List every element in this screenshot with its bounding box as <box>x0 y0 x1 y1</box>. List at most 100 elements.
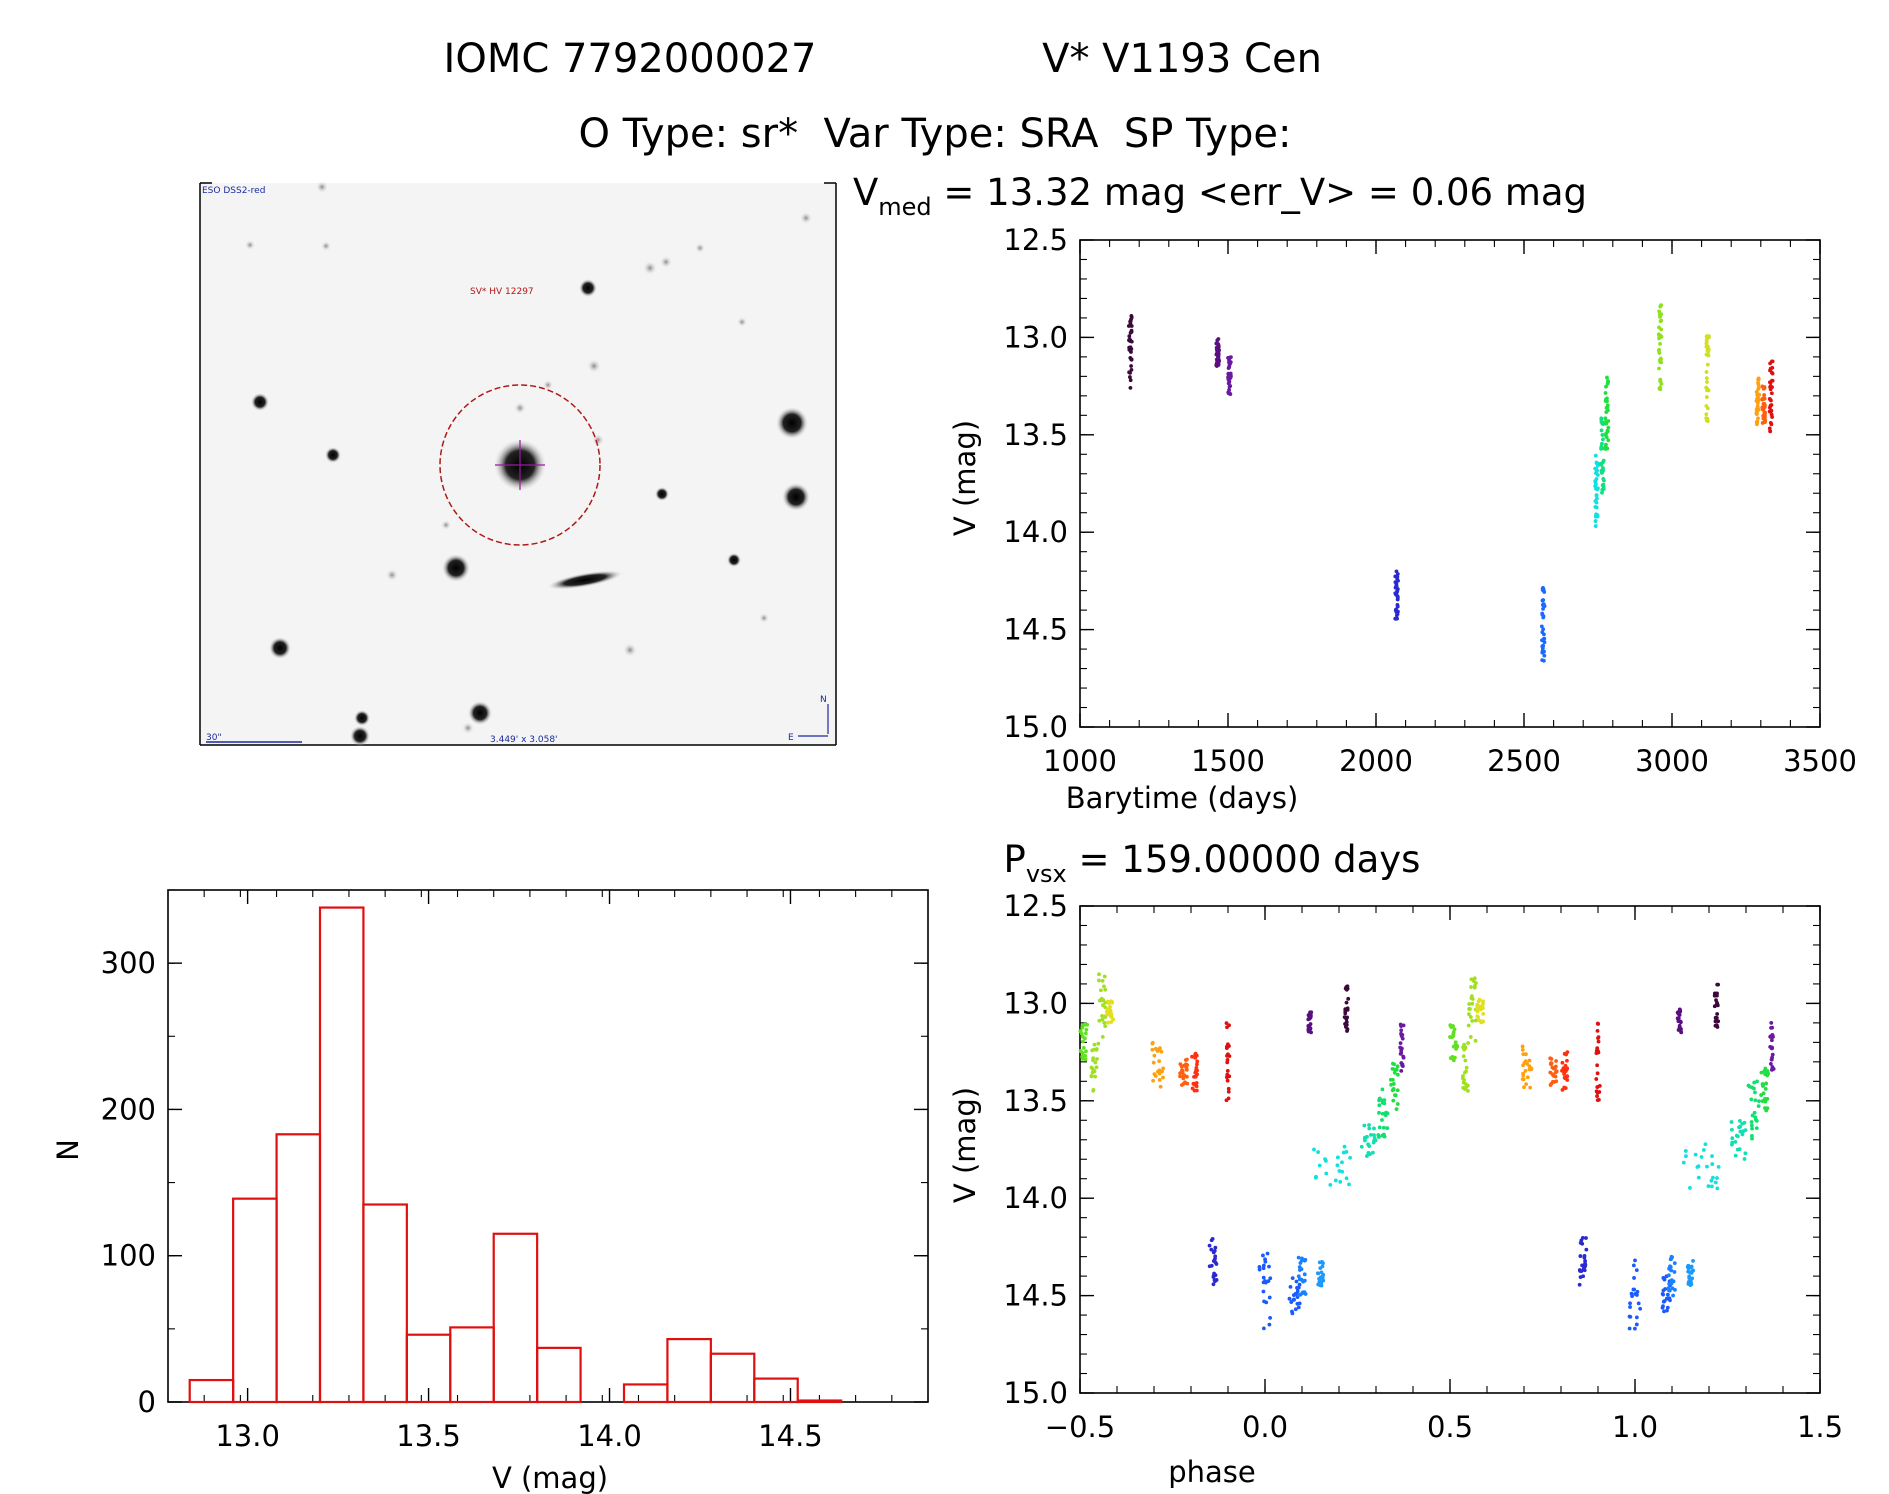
lc-point <box>1216 337 1221 341</box>
lc-point <box>1657 358 1662 363</box>
ph-point <box>1091 1058 1095 1063</box>
lc-point <box>1755 408 1760 413</box>
ph-point <box>1476 1015 1480 1020</box>
lc-point <box>1755 419 1760 424</box>
ph-title-sub: vsx <box>1026 860 1067 888</box>
ph-point <box>1100 1034 1105 1039</box>
lc-point <box>1542 640 1547 645</box>
lc-point <box>1594 493 1599 498</box>
hist-ytick-label: 300 <box>101 946 156 980</box>
lc-point <box>1658 385 1663 390</box>
ph-point <box>1468 1015 1473 1019</box>
ph-point <box>1634 1315 1639 1320</box>
ph-point <box>1193 1051 1198 1056</box>
lc-point <box>1595 487 1600 492</box>
lc-point <box>1657 309 1662 314</box>
lc-point <box>1127 370 1131 375</box>
hist-xtick-label: 13.5 <box>396 1419 461 1453</box>
histogram-bar <box>449 1326 495 1404</box>
ph-point <box>1562 1072 1567 1076</box>
ph-point <box>1394 1107 1399 1112</box>
lc-point <box>1394 584 1399 589</box>
ph-point <box>1765 1069 1770 1073</box>
histogram-bar <box>536 1346 582 1404</box>
ph-point <box>1701 1148 1706 1152</box>
ph-point <box>1521 1077 1526 1082</box>
ph-point <box>1669 1279 1674 1284</box>
lc-point <box>1540 644 1545 649</box>
ph-point <box>1261 1275 1266 1280</box>
histogram-bar <box>709 1352 756 1404</box>
phased-curve-xlabel: phase <box>1168 1455 1256 1489</box>
ph-point <box>1595 1094 1599 1099</box>
ph-point <box>1678 1020 1683 1025</box>
ph-point <box>1742 1157 1747 1161</box>
ph-point <box>1103 987 1108 992</box>
ph-point <box>1734 1133 1739 1138</box>
ph-point <box>1294 1279 1299 1284</box>
ph-point <box>1627 1326 1632 1331</box>
lc-point <box>1128 378 1133 383</box>
ph-point <box>1366 1151 1371 1155</box>
ph-point <box>1461 1085 1466 1090</box>
lc-point <box>1227 387 1232 392</box>
ph-point <box>1743 1151 1748 1156</box>
ph-point <box>1084 1049 1088 1054</box>
ph-point <box>1268 1276 1273 1281</box>
ph-point <box>1578 1254 1583 1258</box>
ph-point <box>1108 1004 1112 1009</box>
lc-point <box>1704 341 1709 346</box>
ph-point <box>1715 1186 1720 1191</box>
lc-point <box>1593 499 1598 503</box>
ph-point <box>1298 1261 1303 1265</box>
ph-point <box>1582 1253 1587 1258</box>
ph-point <box>1207 1243 1212 1248</box>
ph-point <box>1730 1136 1735 1141</box>
star-field <box>245 181 812 746</box>
ph-point <box>1261 1289 1266 1294</box>
lc-point <box>1542 604 1547 608</box>
hist-xtick-label: 14.0 <box>577 1419 642 1453</box>
lc-ytick-label: 15.0 <box>1003 710 1068 744</box>
lc-ytick-label: 13.5 <box>1003 418 1068 452</box>
ph-point <box>1752 1110 1757 1115</box>
ph-point <box>1554 1059 1558 1063</box>
lc-point <box>1756 385 1761 390</box>
light-curve-xlabel: Barytime (days) <box>1066 781 1299 815</box>
ph-point <box>1688 1185 1692 1190</box>
ph-point <box>1308 1015 1313 1020</box>
lc-xtick-label: 3500 <box>1783 744 1857 778</box>
ph-point <box>1100 978 1105 983</box>
ph-point <box>1092 1042 1097 1047</box>
lc-point <box>1393 608 1398 613</box>
ph-point <box>1756 1104 1761 1109</box>
lc-point <box>1394 616 1398 621</box>
ph-point <box>1391 1098 1396 1103</box>
ph-point <box>1309 1010 1314 1015</box>
ph-point <box>1094 1065 1099 1070</box>
star-29 <box>441 520 451 530</box>
lc-point <box>1762 393 1767 397</box>
object-label: SV* HV 12297 <box>470 287 534 297</box>
lc-point <box>1761 406 1766 411</box>
ph-point <box>1553 1070 1558 1075</box>
ph-point <box>1715 1012 1720 1016</box>
lc-point <box>1606 408 1610 413</box>
ph-point <box>1155 1069 1160 1074</box>
lc-point <box>1605 396 1609 401</box>
ph-point <box>1380 1087 1385 1092</box>
lc-point <box>1658 319 1663 324</box>
ph-point <box>1297 1282 1302 1287</box>
ph-point <box>1109 1020 1114 1024</box>
ph-point <box>1380 1118 1384 1122</box>
lc-point <box>1659 334 1664 339</box>
ph-point <box>1211 1259 1216 1263</box>
lc-point <box>1129 367 1134 372</box>
ph-point <box>1399 1024 1404 1029</box>
ph-point <box>1754 1126 1759 1130</box>
lc-point <box>1540 658 1545 663</box>
lc-point <box>1659 327 1664 332</box>
ph-point <box>1213 1245 1218 1250</box>
lc-point <box>1600 441 1604 446</box>
ph-point <box>1449 1056 1454 1060</box>
